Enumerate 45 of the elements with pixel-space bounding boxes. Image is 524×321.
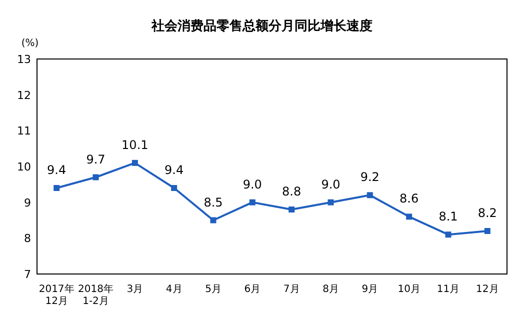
data-label: 10.1 [122,138,148,152]
y-tick-label: 7 [24,268,31,281]
point [210,217,216,224]
data-label: 8.8 [282,184,302,198]
data-label: 9.0 [242,177,262,192]
point [171,185,178,191]
point [328,199,334,206]
point [288,206,295,212]
x-tick-label: 9月 [362,284,378,295]
x-tick-label: 10月 [398,284,420,295]
y-tick-label: 13 [17,53,31,66]
point [249,199,256,206]
point [366,192,373,198]
point [132,160,138,166]
point [445,232,452,238]
y-tick-label: 8 [24,232,31,246]
point [406,214,412,220]
point [54,185,60,191]
data-label: 8.5 [204,195,223,210]
x-tick-label: 4月 [166,284,182,295]
x-tick-label: 6月 [244,284,261,295]
x-tick-label: 5月 [205,284,222,295]
point [92,174,99,180]
data-label: 8.1 [438,210,458,224]
point [484,228,490,234]
data-label: 9.0 [321,177,340,192]
y-tick-label: 12 [17,88,31,102]
chart-title: 社会消费品零售总额分月同比增长速度 [150,18,372,34]
data-label: 8.6 [400,192,419,206]
y-axis-title: (%) [21,38,39,49]
y-tick-label: 9 [24,196,31,210]
x-tick-label: 3月 [126,284,144,295]
y-tick-label: 10 [17,160,31,174]
x-tick-label: 7月 [283,284,300,295]
x-tick-label: 8月 [322,284,339,295]
data-label: 9.4 [164,163,184,177]
x-tick-label: 12月 [476,284,499,295]
data-label: 9.2 [360,170,380,184]
x-tick-label: 2018年 1-2月 [78,283,114,307]
data-label: 8.2 [478,206,497,220]
x-tick-label: 11月 [436,284,460,295]
data-label: 9.7 [86,152,106,166]
data-label: 9.4 [47,163,66,177]
y-tick-label: 11 [17,124,31,138]
x-tick-label: 2017年 12月 [38,283,74,307]
